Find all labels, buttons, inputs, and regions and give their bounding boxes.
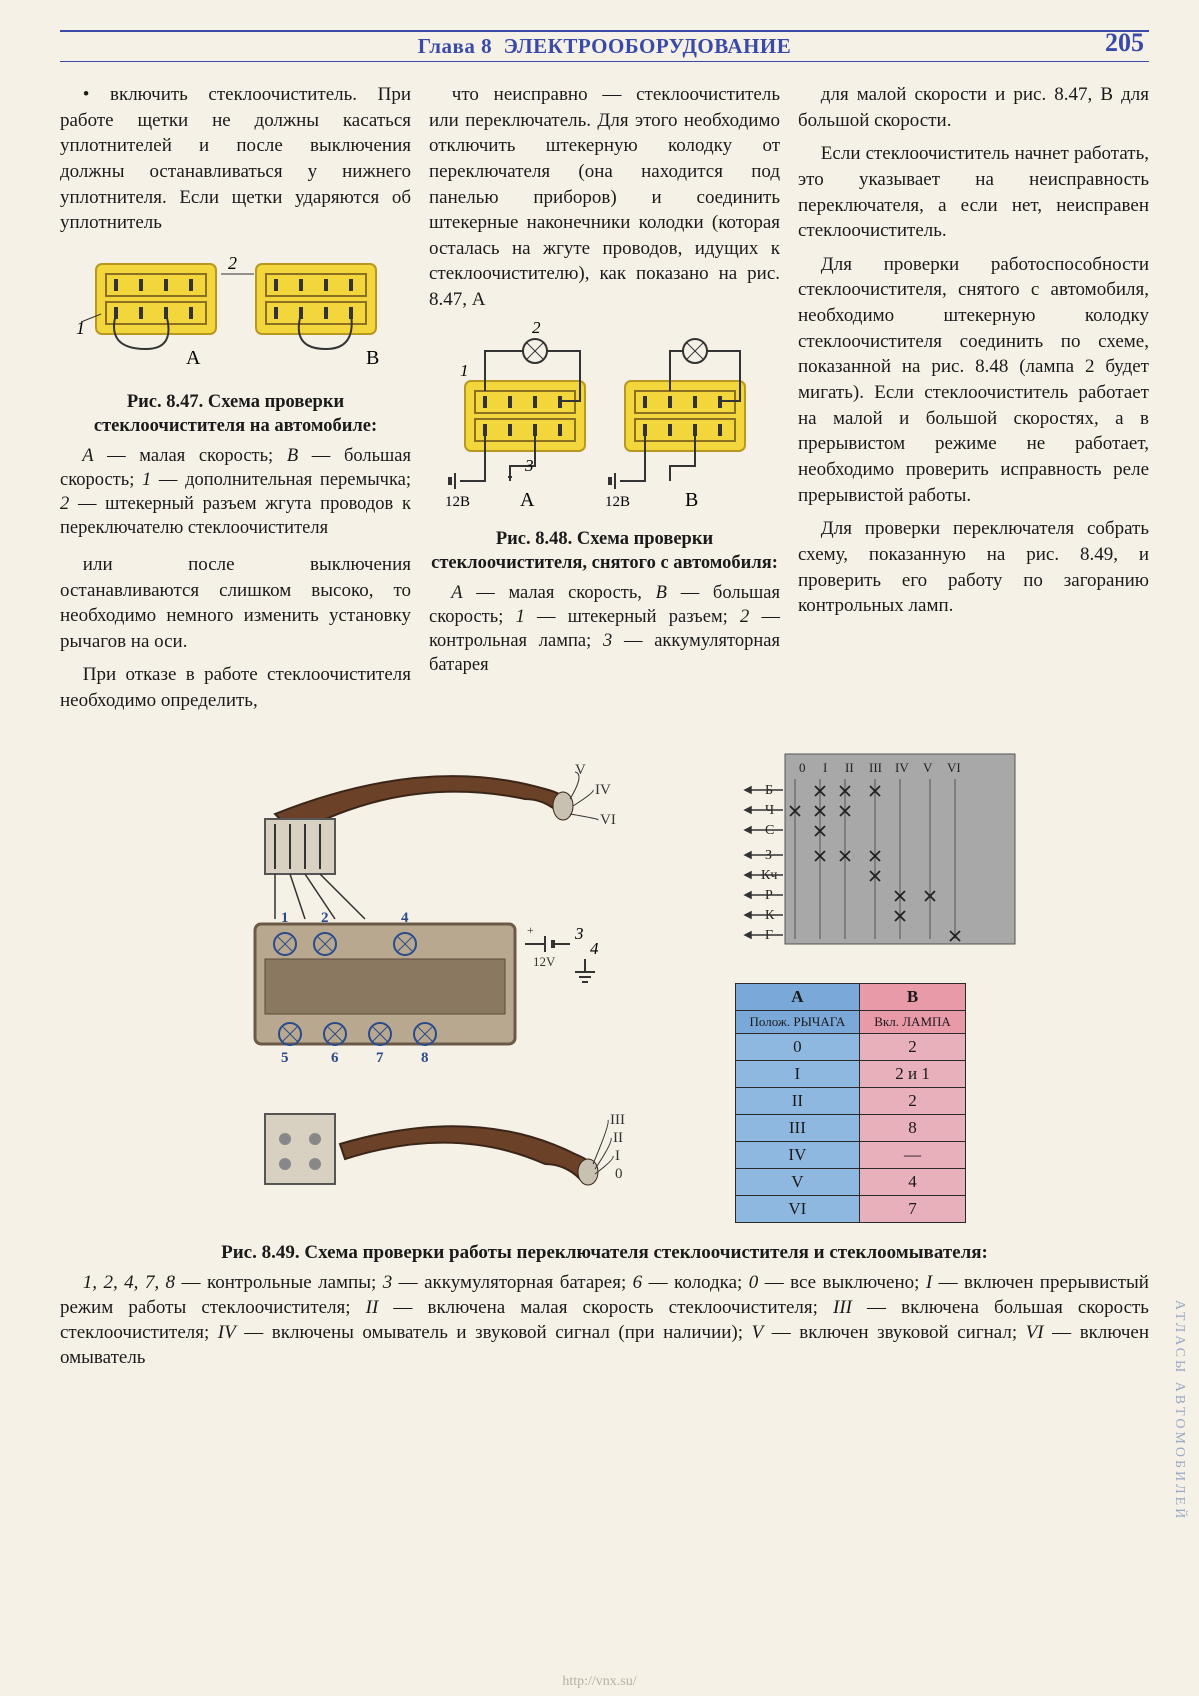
watermark: http://vnx.su/	[0, 1674, 1199, 1690]
body-text: При отказе в работе стеклоочистителя нео…	[60, 662, 411, 713]
th-B: В	[860, 983, 966, 1010]
svg-text:3: 3	[574, 924, 584, 943]
svg-text:0: 0	[799, 760, 806, 775]
body-text: что неисправно — стеклоочиститель или пе…	[429, 82, 780, 313]
svg-text:5: 5	[281, 1050, 289, 1066]
cell: 8	[860, 1114, 966, 1141]
fig47-legend: А — малая скорость; В — большая скорость…	[60, 444, 411, 540]
svg-text:2: 2	[532, 321, 541, 337]
subheader-B: Вкл. ЛАМПА	[860, 1010, 966, 1033]
svg-text:В: В	[685, 489, 698, 511]
cell: III	[735, 1114, 860, 1141]
svg-text:1: 1	[76, 318, 85, 338]
column-2: что неисправно — стеклоочиститель или пе…	[429, 82, 780, 722]
connection-matrix: 0III IIIIVV VI БЧС ЗКчР КГ	[735, 744, 1035, 964]
svg-text:II: II	[613, 1130, 623, 1146]
svg-text:1: 1	[460, 361, 469, 380]
body-text: для малой скорости и рис. 8.47, В для бо…	[798, 82, 1149, 133]
cell: II	[735, 1087, 860, 1114]
fig47-caption: Рис. 8.47. Схема проверки стеклоочистите…	[60, 391, 411, 437]
svg-text:12В: 12В	[605, 494, 630, 510]
body-text: Для проверки переключателя собрать схему…	[798, 516, 1149, 619]
side-label: АТЛАСЫ АВТОМОБИЛЕЙ	[1171, 1300, 1187, 1521]
body-text: • включить стеклоочиститель. При работе …	[60, 82, 411, 236]
svg-text:+: +	[527, 923, 534, 937]
svg-text:А: А	[520, 489, 535, 511]
cell: 4	[860, 1168, 966, 1195]
fig49-legend: 1, 2, 4, 7, 8 — контрольные лампы; 3 — а…	[60, 1270, 1149, 1370]
fig49-caption: Рис. 8.49. Схема проверки работы переклю…	[60, 1242, 1149, 1264]
svg-text:IV: IV	[895, 760, 909, 775]
svg-text:1: 1	[281, 910, 289, 926]
truth-table: А В Полож. РЫЧАГА Вкл. ЛАМПА 02 I2 и 1 I…	[735, 983, 966, 1223]
column-1: • включить стеклоочиститель. При работе …	[60, 82, 411, 722]
svg-text:III: III	[869, 760, 882, 775]
svg-text:III: III	[610, 1112, 625, 1128]
svg-text:8: 8	[421, 1050, 429, 1066]
page-header: . Глава 8 ЭЛЕКТРООБОРУДОВАНИЕ .	[60, 30, 1149, 62]
svg-text:12V: 12V	[533, 954, 556, 969]
fig49-diagram: 5 6 7 8 1 2 4 + 12V 3 4	[175, 744, 705, 1224]
cell: VI	[735, 1195, 860, 1222]
cell: IV	[735, 1141, 860, 1168]
fig48-legend: А — малая скорость, В — большая скорость…	[429, 581, 780, 677]
figure-8-47: 1 2 А В	[60, 244, 411, 382]
cell: V	[735, 1168, 860, 1195]
svg-text:3: 3	[524, 456, 534, 475]
cell: 2	[860, 1087, 966, 1114]
figure-8-48: 12В 1 2 3 А	[429, 321, 780, 519]
svg-text:7: 7	[376, 1050, 384, 1066]
svg-text:0: 0	[615, 1166, 623, 1182]
svg-text:2: 2	[321, 910, 329, 926]
svg-text:4: 4	[590, 939, 599, 958]
subheader-A: Полож. РЫЧАГА	[735, 1010, 860, 1033]
cell: I	[735, 1060, 860, 1087]
svg-text:12В: 12В	[445, 494, 470, 510]
page-number: 205	[1105, 28, 1144, 58]
svg-text:II: II	[845, 760, 854, 775]
cell: 2 и 1	[860, 1060, 966, 1087]
svg-text:IV: IV	[595, 782, 611, 798]
cell: 2	[860, 1033, 966, 1060]
cell: 7	[860, 1195, 966, 1222]
svg-text:В: В	[366, 347, 379, 369]
svg-text:I: I	[615, 1148, 620, 1164]
svg-text:I: I	[823, 760, 827, 775]
fig49-tables: 0III IIIIVV VI БЧС ЗКчР КГ	[735, 744, 1035, 1223]
svg-text:VI: VI	[600, 812, 616, 828]
figure-8-49-block: 5 6 7 8 1 2 4 + 12V 3 4	[60, 744, 1149, 1370]
fig48-caption: Рис. 8.48. Схема проверки стеклоочистите…	[429, 528, 780, 574]
svg-text:А: А	[186, 347, 201, 369]
svg-text:V: V	[575, 762, 586, 778]
svg-text:V: V	[923, 760, 933, 775]
cell: 0	[735, 1033, 860, 1060]
body-text: Для проверки работоспособности стеклоочи…	[798, 252, 1149, 508]
chapter-title: Глава 8 ЭЛЕКТРООБОРУДОВАНИЕ	[418, 34, 792, 59]
body-text: Если стеклоочиститель начнет работать, э…	[798, 141, 1149, 244]
cell: —	[860, 1141, 966, 1168]
body-text: или после выключения останавливаются сли…	[60, 552, 411, 655]
th-A: А	[735, 983, 860, 1010]
svg-text:2: 2	[228, 253, 237, 273]
column-3: для малой скорости и рис. 8.47, В для бо…	[798, 82, 1149, 722]
svg-text:4: 4	[401, 910, 409, 926]
svg-text:6: 6	[331, 1050, 339, 1066]
svg-text:VI: VI	[947, 760, 961, 775]
